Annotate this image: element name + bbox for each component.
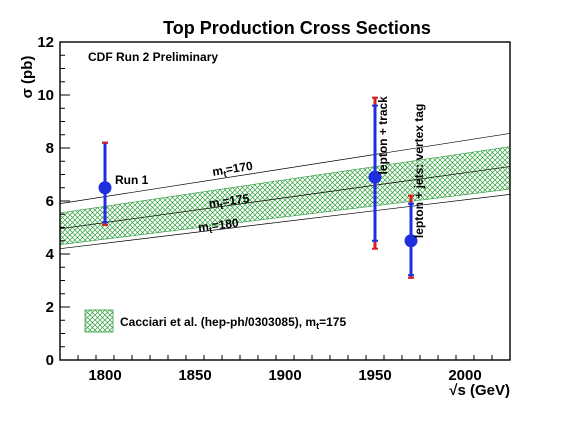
point-label: Run 1: [115, 173, 149, 187]
x-tick-label: 1900: [268, 367, 301, 384]
y-tick-label: 2: [46, 299, 54, 316]
data-point: [404, 234, 418, 248]
theory-line-label: mt=175: [208, 191, 251, 212]
plot-area: [60, 96, 510, 279]
point-label: lepton + track: [376, 96, 390, 175]
y-tick-label: 0: [46, 352, 54, 369]
annotations: mt=170 mt=175 mt=180 Run 1 lepton + track lep…: [115, 96, 426, 238]
chart-title: Top Production Cross Sections: [163, 18, 431, 38]
legend-swatch: [84, 309, 114, 333]
theory-line-label: mt=170: [211, 159, 254, 181]
theory-line: [60, 133, 510, 204]
y-axis-label: σ (pb): [19, 56, 36, 99]
x-axis-label: √s (GeV): [449, 382, 510, 399]
chart-subtitle: CDF Run 2 Preliminary: [88, 50, 218, 64]
data-point: [368, 170, 382, 184]
data-points: [98, 170, 418, 248]
x-tick-label: 2000: [448, 367, 481, 384]
y-tick-label: 8: [46, 140, 54, 157]
y-axis: 0 2 4 6 8 10 12: [37, 34, 70, 369]
x-axis: 1800 1850 1900 1950 2000: [59, 355, 511, 384]
theory-line: [60, 166, 510, 230]
theory-band: [60, 146, 510, 246]
x-tick-label: 1800: [88, 367, 121, 384]
legend: Cacciari et al. (hep-ph/0303085), mt=175: [84, 309, 346, 333]
point-label: lepton + jets: vertex tag: [412, 104, 426, 238]
y-tick-label: 4: [46, 246, 55, 263]
y-tick-label: 12: [37, 34, 54, 51]
theory-line-label: mt=180: [197, 216, 240, 237]
theory-lines: [60, 133, 510, 250]
y-tick-label: 6: [46, 193, 54, 210]
legend-label: Cacciari et al. (hep-ph/0303085), mt=175: [120, 315, 346, 331]
theory-line: [60, 194, 510, 250]
y-tick-label: 10: [37, 87, 54, 104]
x-tick-label: 1950: [358, 367, 391, 384]
data-point: [98, 181, 112, 195]
x-tick-label: 1850: [178, 367, 211, 384]
